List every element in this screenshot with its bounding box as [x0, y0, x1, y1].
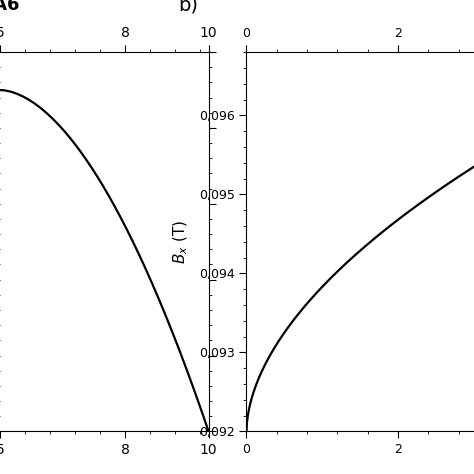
- Text: b): b): [178, 0, 198, 14]
- Y-axis label: $B_x$ (T): $B_x$ (T): [172, 220, 191, 264]
- Text: FA6: FA6: [0, 0, 20, 14]
